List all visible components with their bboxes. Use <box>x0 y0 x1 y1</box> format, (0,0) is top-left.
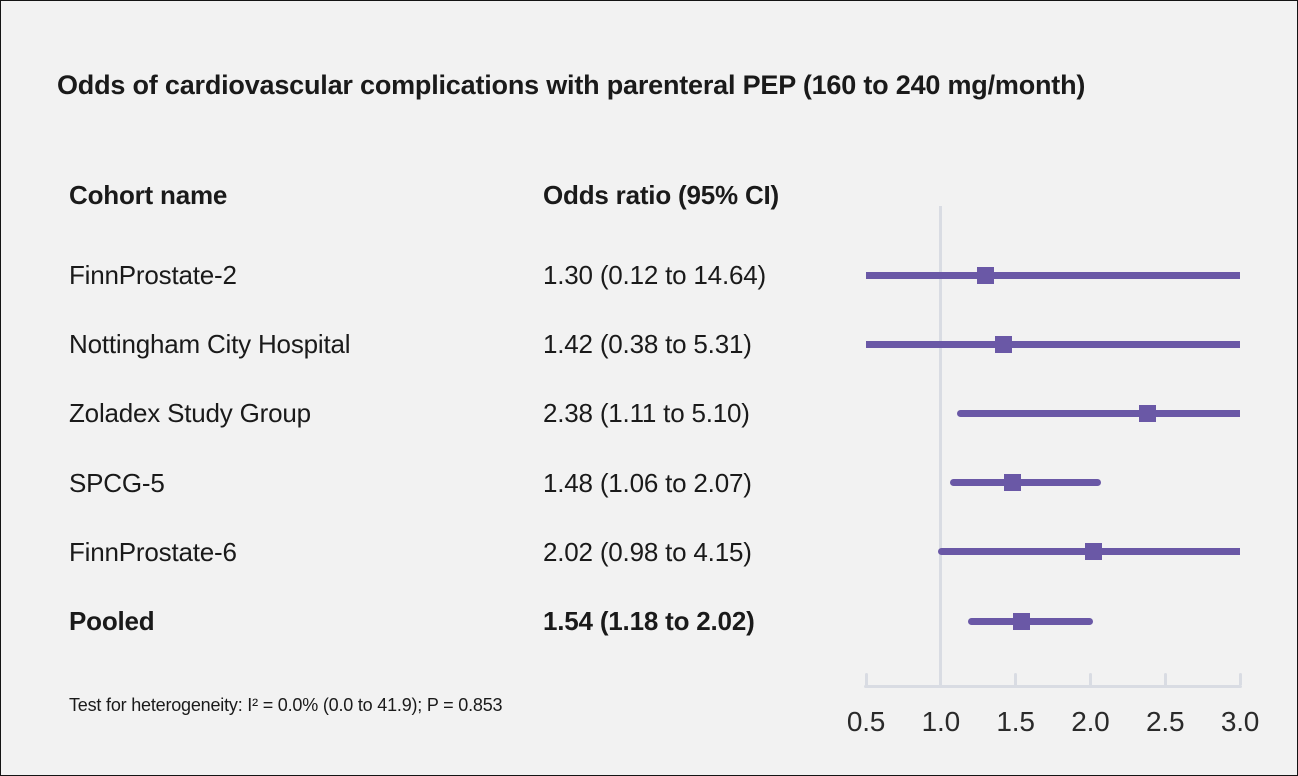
reference-line <box>939 206 943 688</box>
x-tick <box>864 673 868 685</box>
ci-line <box>967 617 1094 625</box>
x-tick <box>1238 673 1242 685</box>
cohort-label: Zoladex Study Group <box>69 398 311 429</box>
column-header-odds-ratio: Odds ratio (95% CI) <box>543 180 780 210</box>
or-value: 1.30 (0.12 to 14.64) <box>543 260 766 290</box>
or-value: 2.02 (0.98 to 4.15) <box>543 536 752 567</box>
x-tick <box>939 673 943 685</box>
or-marker <box>1138 404 1156 422</box>
x-tick-label: 0.5 <box>846 706 886 737</box>
cohort-label: FinnProstate-2 <box>69 260 237 290</box>
ci-line <box>866 271 1240 279</box>
cohort-label: FinnProstate-6 <box>69 536 237 567</box>
or-marker <box>977 266 995 284</box>
x-tick-label: 1.5 <box>996 706 1035 737</box>
x-tick-label: 3.0 <box>1220 706 1260 737</box>
chart-title: Odds of cardiovascular complications wit… <box>57 70 1086 100</box>
column-header-cohort: Cohort name <box>69 180 228 210</box>
or-marker <box>995 335 1013 353</box>
x-tick <box>1088 673 1092 685</box>
cohort-label: Nottingham City Hospital <box>69 329 351 360</box>
ci-line <box>957 409 1240 417</box>
x-tick <box>1163 673 1167 685</box>
or-marker <box>1013 612 1031 630</box>
ci-line <box>949 479 1101 487</box>
cohort-label: SPCG-5 <box>69 467 165 498</box>
x-axis-line <box>864 685 1242 688</box>
x-tick-label: 2.0 <box>1071 706 1110 737</box>
or-value: 1.54 (1.18 to 2.02) <box>543 606 755 636</box>
ci-line <box>866 340 1240 348</box>
or-value: 2.38 (1.11 to 5.10) <box>543 398 750 429</box>
or-marker <box>1084 543 1102 561</box>
or-value: 1.48 (1.06 to 2.07) <box>543 467 752 498</box>
or-value: 1.42 (0.38 to 5.31) <box>543 329 752 360</box>
cohort-label: Pooled <box>69 606 155 636</box>
heterogeneity-footnote: Test for heterogeneity: I² = 0.0% (0.0 t… <box>69 695 503 715</box>
x-tick <box>1014 673 1018 685</box>
or-marker <box>1004 474 1022 492</box>
x-tick-label: 2.5 <box>1146 706 1185 737</box>
x-tick-label: 1.0 <box>921 706 961 737</box>
